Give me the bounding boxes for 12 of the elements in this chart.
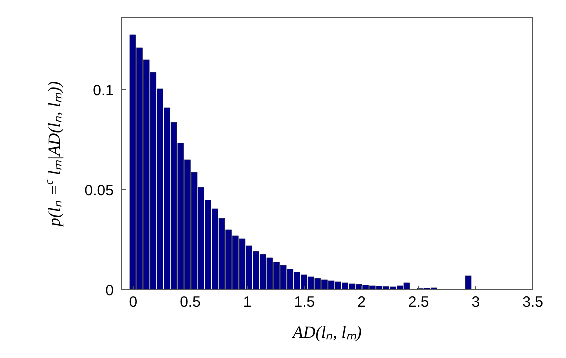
x-tick-label: 2 — [358, 294, 366, 311]
x-axis-title: AD(lₙ, lₘ) — [292, 323, 362, 342]
x-tick-label: 3 — [472, 294, 480, 311]
x-tick-label: 2.5 — [408, 294, 430, 311]
x-tick-label: 1 — [243, 294, 252, 311]
y-tick-label: 0.1 — [93, 82, 114, 100]
x-tick-label: 3.5 — [522, 294, 544, 311]
x-tick-label: 1.5 — [294, 294, 316, 311]
y-tick-label: 0 — [106, 282, 114, 300]
y-tick-label: 0.05 — [84, 182, 114, 200]
x-tick-label: 0 — [129, 294, 138, 311]
x-tick-label: 0.5 — [180, 294, 201, 311]
